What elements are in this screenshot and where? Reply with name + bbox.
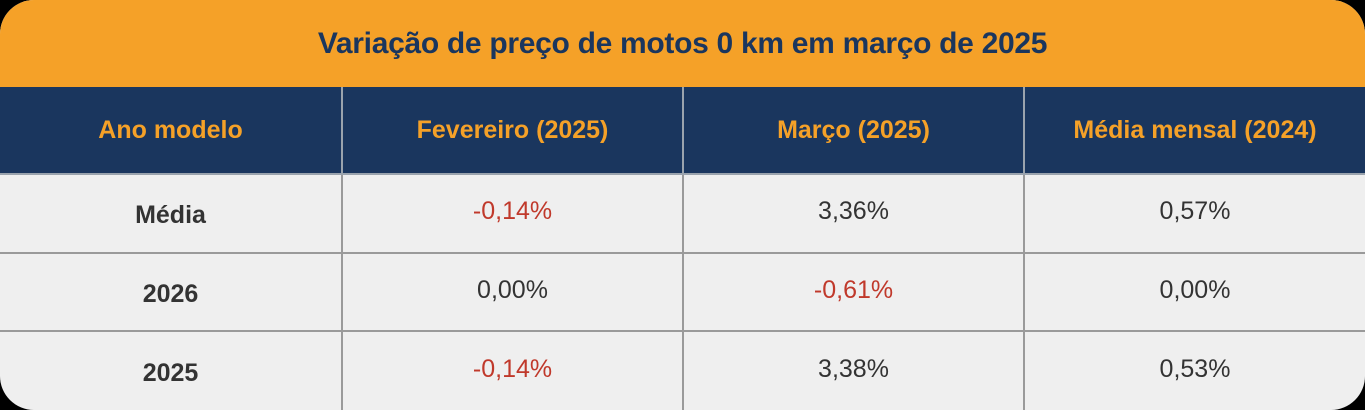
table-body: Média -0,14% 3,36% 0,57% 2026 0,00% -0,61% 0,00… (0, 173, 1365, 410)
value-text: 0,53% (1159, 354, 1231, 383)
value-text: 0,00% (477, 275, 548, 304)
table-row: Média -0,14% 3,36% 0,57% (0, 173, 1365, 253)
row-label-cell: 2025 (0, 330, 342, 410)
header-row: Ano modelo Fevereiro (2025) Março (2025)… (0, 87, 1365, 175)
value-cell: -0,14% (341, 173, 683, 253)
value-text: 0,57% (1159, 197, 1231, 225)
value-cell: -0,14% (341, 330, 683, 410)
column-header-marco: Março (2025) (682, 87, 1024, 175)
column-header-fevereiro: Fevereiro (2025) (341, 87, 683, 175)
value-text: -0,61% (813, 275, 894, 304)
row-label-cell: 2026 (0, 252, 342, 331)
table-row: 2025 -0,14% 3,38% 0,53% (0, 330, 1365, 410)
value-text: 3,38% (818, 354, 889, 383)
table-title: Variação de preço de motos 0 km em março… (0, 0, 1365, 87)
table-row: 2026 0,00% -0,61% 0,00% (0, 252, 1365, 331)
value-cell: 0,00% (1023, 252, 1365, 331)
value-text: -0,14% (472, 354, 553, 383)
value-text: -0,14% (472, 197, 553, 225)
price-variation-table: Ano modelo Fevereiro (2025) Março (2025)… (0, 87, 1365, 410)
row-label: Média (135, 201, 206, 229)
value-text: 0,00% (1159, 275, 1231, 304)
value-cell: 0,53% (1023, 330, 1365, 410)
row-label: 2026 (142, 279, 199, 308)
value-text: 3,36% (818, 197, 889, 225)
row-label: 2025 (142, 358, 199, 387)
value-cell: 3,36% (682, 173, 1024, 253)
value-cell: -0,61% (682, 252, 1024, 331)
column-header-media-mensal: Média mensal (2024) (1023, 87, 1365, 175)
value-cell: 3,38% (682, 330, 1024, 410)
value-cell: 0,57% (1023, 173, 1365, 253)
column-header-ano-modelo: Ano modelo (0, 87, 342, 175)
value-cell: 0,00% (341, 252, 683, 331)
row-label-cell: Média (0, 173, 342, 253)
